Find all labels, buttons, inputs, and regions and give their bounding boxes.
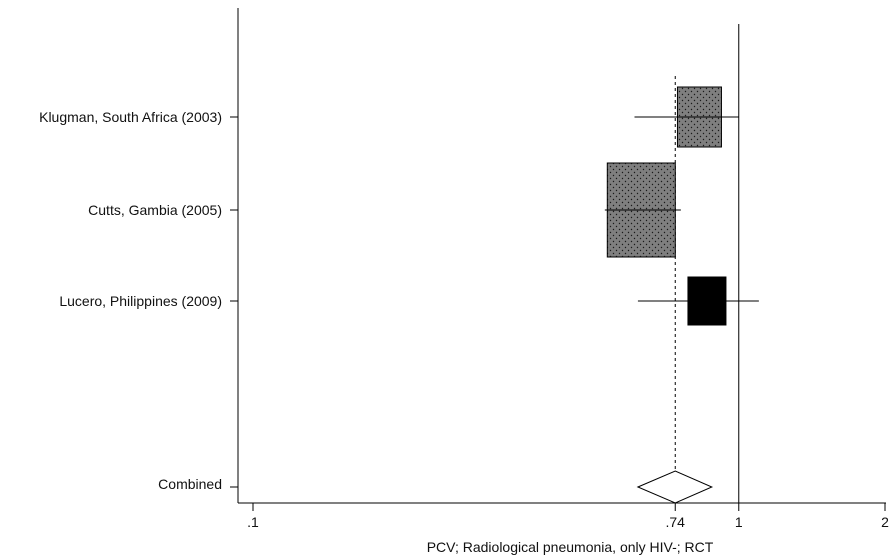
- x-tick-group: .74: [666, 503, 686, 530]
- study-row: Klugman, South Africa (2003): [39, 86, 739, 148]
- study-row: Cutts, Gambia (2005): [88, 162, 681, 258]
- x-axis-title: PCV; Radiological pneumonia, only HIV-; …: [427, 539, 714, 555]
- x-tick-label: 2: [881, 514, 889, 530]
- study-row: Lucero, Philippines (2009): [59, 276, 759, 326]
- combined-row: Combined: [158, 470, 714, 504]
- x-tick-label: 1: [735, 514, 743, 530]
- x-tick-label: .1: [247, 514, 259, 530]
- combined-label: Combined: [158, 476, 222, 492]
- x-tick-group: .1: [247, 503, 259, 530]
- study-label: Lucero, Philippines (2009): [59, 293, 222, 309]
- study-label: Klugman, South Africa (2003): [39, 109, 222, 125]
- combined-diamond: [636, 470, 714, 504]
- x-tick-group: 1: [735, 503, 743, 530]
- study-weight-box: [687, 276, 727, 326]
- x-tick-label: .74: [666, 514, 686, 530]
- study-label: Cutts, Gambia (2005): [88, 202, 222, 218]
- x-tick-group: 2: [881, 503, 889, 530]
